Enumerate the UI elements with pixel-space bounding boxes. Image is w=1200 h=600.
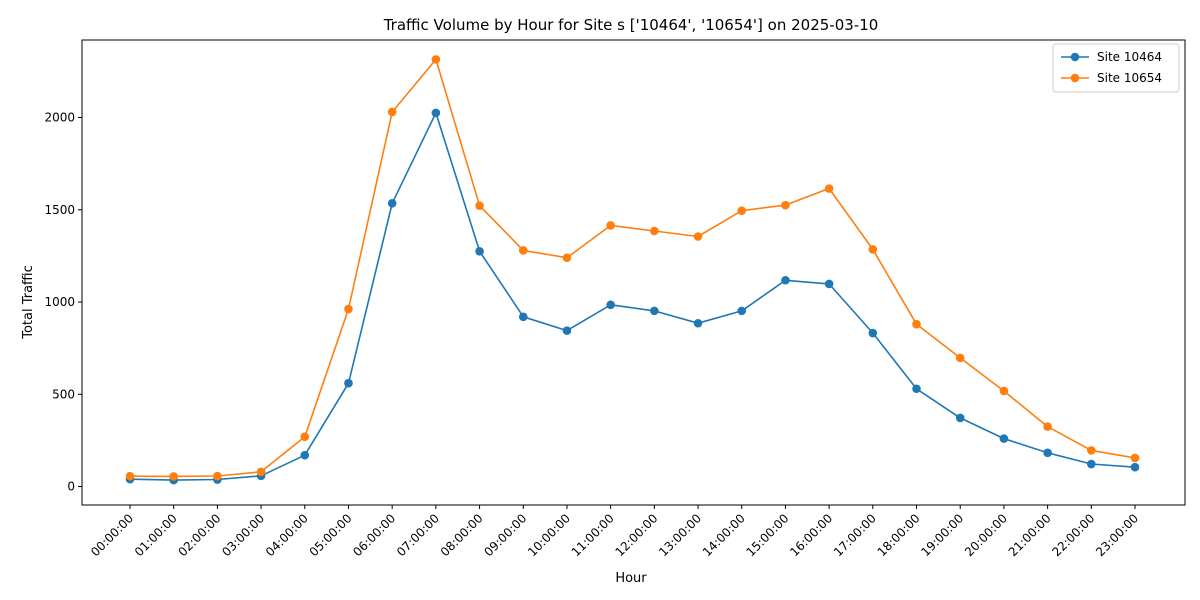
series-1-point — [824, 279, 834, 289]
series-2-point — [606, 221, 615, 230]
series-1-point — [387, 199, 397, 208]
series-1-point — [518, 312, 528, 322]
y-tick-label: 0 — [67, 480, 75, 494]
legend-label-1: Site 10464 — [1097, 50, 1162, 64]
y-tick-label: 500 — [52, 387, 75, 401]
series-2-point — [169, 472, 178, 481]
series-2-point — [868, 245, 878, 254]
series-1-point — [562, 326, 572, 335]
series-2-point — [999, 386, 1009, 396]
series-1-point — [781, 275, 790, 285]
series-2-point — [300, 432, 310, 442]
series-1-point — [300, 450, 310, 460]
chart-title: Traffic Volume by Hour for Site s ['1046… — [383, 16, 879, 34]
series-2-point — [518, 246, 528, 255]
x-axis-label: Hour — [615, 571, 647, 586]
series-2-point — [562, 253, 572, 263]
series-1-point — [1043, 448, 1052, 458]
y-tick-label: 2000 — [44, 111, 75, 125]
series-1-point — [606, 300, 615, 310]
series-1-point — [912, 384, 921, 394]
series-2-point — [213, 471, 222, 481]
series-2-point — [737, 206, 747, 215]
series-1-point — [431, 108, 441, 118]
legend-label-2: Site 10654 — [1097, 71, 1162, 85]
series-2-point — [344, 304, 353, 314]
series-2-point — [1087, 446, 1096, 455]
series-2-point — [824, 184, 834, 193]
legend: Site 10464 Site 10654 — [1052, 43, 1180, 93]
legend-marker-2 — [1070, 73, 1080, 83]
series-2-point — [475, 201, 484, 211]
series-2-point — [693, 232, 703, 241]
series-2-point — [781, 200, 790, 210]
series-1-point — [344, 378, 353, 388]
legend-marker-1 — [1070, 52, 1080, 62]
legend-box — [1052, 43, 1180, 93]
series-1-point — [1130, 462, 1140, 472]
series-1-point — [650, 306, 659, 316]
series-2-point — [256, 467, 266, 477]
y-tick-label: 1000 — [44, 295, 75, 309]
series-2-point — [125, 471, 135, 481]
series-line-2 — [129, 58, 1136, 478]
plot-frame — [81, 39, 1186, 506]
series-1-point — [1087, 459, 1096, 469]
y-axis-label: Total Traffic — [21, 265, 36, 340]
series-2-point — [955, 353, 965, 363]
series-1-point — [955, 413, 965, 423]
series-line-1 — [129, 112, 1136, 481]
series-2-point — [1043, 422, 1052, 431]
series-2-point — [387, 107, 397, 117]
series-2-point — [650, 226, 659, 236]
series-1-point — [693, 318, 703, 328]
series-2-point — [431, 55, 441, 64]
series-1-point — [999, 434, 1009, 443]
series-2-point — [1130, 453, 1140, 463]
series-1-point — [868, 328, 878, 338]
series-2-point — [912, 319, 921, 329]
series-1-point — [737, 306, 747, 316]
series-1-point — [475, 246, 484, 256]
y-tick-label: 1500 — [44, 203, 75, 217]
